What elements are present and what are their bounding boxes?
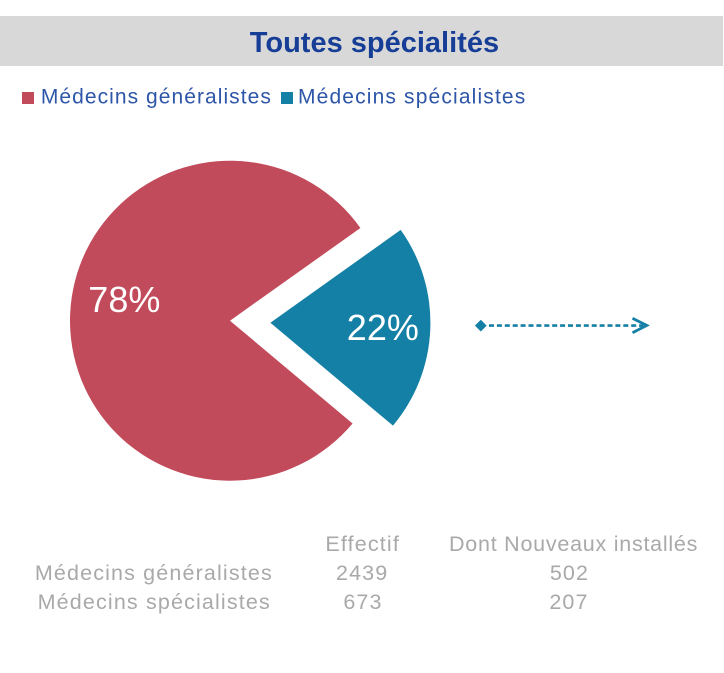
- svg-text:207: 207: [549, 590, 588, 614]
- svg-text:Toutes spécialités: Toutes spécialités: [250, 27, 499, 59]
- svg-text:Médecins spécialistes: Médecins spécialistes: [298, 85, 526, 108]
- svg-text:Médecins généralistes: Médecins généralistes: [41, 85, 272, 108]
- svg-text:Effectif: Effectif: [325, 532, 400, 556]
- svg-text:Médecins spécialistes: Médecins spécialistes: [38, 590, 271, 614]
- svg-text:22%: 22%: [347, 307, 419, 348]
- svg-text:Dont Nouveaux installés: Dont Nouveaux installés: [449, 532, 698, 556]
- svg-text:78%: 78%: [88, 279, 160, 320]
- svg-text:Médecins généralistes: Médecins généralistes: [35, 561, 273, 585]
- svg-text:2439: 2439: [336, 561, 388, 585]
- svg-text:502: 502: [550, 561, 589, 585]
- svg-text:673: 673: [343, 590, 382, 614]
